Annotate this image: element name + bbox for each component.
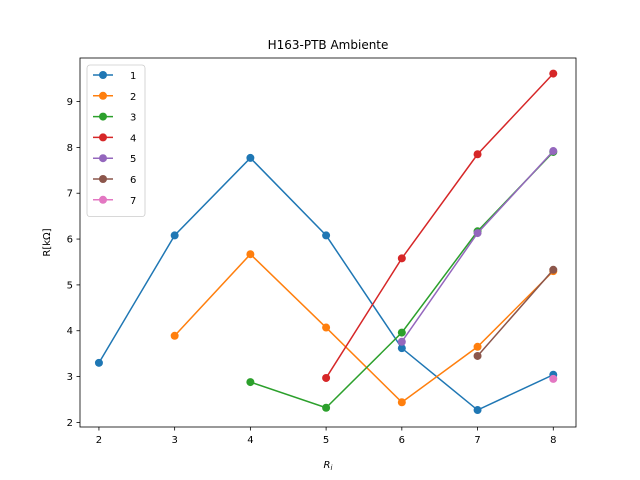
y-tick-label: 8 <box>67 143 73 154</box>
series-2-line <box>174 253 554 404</box>
y-tick-label: 9 <box>67 97 73 108</box>
x-tick-label: 2 <box>96 435 102 446</box>
legend-label: 4 <box>130 133 136 144</box>
legend-marker <box>99 112 107 121</box>
legend-marker <box>99 71 107 79</box>
legend-label: 5 <box>130 154 136 165</box>
legend-label: 1 <box>130 71 136 82</box>
series-1-line <box>98 156 554 411</box>
y-axis-label: R[kΩ] <box>42 228 53 256</box>
series-2-point <box>397 398 406 407</box>
x-tick-label: 7 <box>474 435 480 446</box>
y-tick-label: 5 <box>67 280 73 291</box>
series-1-point <box>170 231 179 240</box>
series-5-point <box>397 337 406 346</box>
y-tick-label: 3 <box>67 372 73 383</box>
y-tick-label: 4 <box>67 326 73 337</box>
x-axis-label: Ri <box>324 460 333 472</box>
legend: 1 2 3 4 5 6 7 <box>86 64 146 218</box>
series-4-point <box>473 150 482 159</box>
series-2-point <box>170 331 179 340</box>
legend-label: 6 <box>130 175 136 186</box>
y-axis: 2 3 4 5 6 7 8 9 <box>67 97 80 429</box>
x-tick-label: 6 <box>399 435 405 446</box>
series-4-line <box>325 73 554 379</box>
series-2-point <box>473 342 482 351</box>
series-1-point <box>322 231 331 240</box>
series-6-point <box>549 265 558 274</box>
legend-label: 3 <box>130 113 136 124</box>
y-tick-label: 6 <box>67 235 73 246</box>
chart-title: H163-PTB Ambiente <box>268 38 389 52</box>
axes-frame <box>79 57 577 428</box>
series-6-line <box>476 269 554 357</box>
series-4-point <box>322 373 331 382</box>
y-tick-label: 2 <box>67 418 73 429</box>
y-tick-label: 7 <box>67 189 73 200</box>
legend-marker <box>99 133 107 142</box>
series-3-point <box>322 403 331 412</box>
series-3-point <box>397 328 406 337</box>
series-7-point <box>549 374 558 383</box>
series-2-point <box>246 250 255 259</box>
x-tick-label: 4 <box>247 435 253 446</box>
series-4-point <box>549 69 558 78</box>
series-6-point <box>473 351 482 360</box>
series-3-line <box>250 151 554 409</box>
series-2-point <box>322 323 331 332</box>
legend-marker <box>99 175 107 183</box>
legend-marker <box>99 195 107 204</box>
series-1-point <box>397 344 406 353</box>
series-5-point <box>549 147 558 156</box>
x-tick-label: 5 <box>323 435 329 446</box>
series-5-line <box>401 150 554 343</box>
plot-area <box>79 57 577 428</box>
series-5-point <box>473 229 482 238</box>
legend-label: 7 <box>130 196 136 207</box>
legend-label: 2 <box>130 92 136 103</box>
x-axis: 2 3 4 5 6 7 8 <box>96 427 556 446</box>
series-1-point <box>473 406 482 415</box>
series-3-point <box>246 378 255 387</box>
legend-marker <box>99 91 107 100</box>
x-tick-label: 8 <box>550 435 556 446</box>
series-4-point <box>397 254 406 263</box>
series-1-point <box>246 153 255 162</box>
legend-marker <box>99 154 107 163</box>
series-1-point <box>94 358 103 367</box>
x-tick-label: 3 <box>171 435 177 446</box>
